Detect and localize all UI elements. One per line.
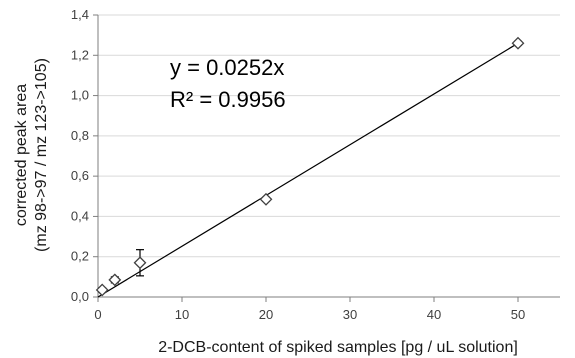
y-tick-label: 0,8 — [71, 128, 89, 143]
equation-annotation: y = 0.0252x — [170, 55, 284, 80]
y-tick-label: 1,0 — [71, 88, 89, 103]
data-point — [95, 283, 109, 297]
tick-labels: 0,0 0,2 0,4 0,6 0,8 1,0 1,2 1,4 0 10 20 30 40 50 — [71, 7, 525, 322]
x-tick-label: 40 — [427, 307, 441, 322]
grid-lines — [98, 14, 560, 258]
data-point — [511, 36, 525, 50]
x-tick-label: 30 — [343, 307, 357, 322]
y-axis-title-line2: (mz 98->97 / mz 123->105) — [33, 58, 50, 252]
x-tick-label: 10 — [175, 307, 189, 322]
y-tick-label: 0,4 — [71, 208, 89, 223]
r2-annotation: R² = 0.9956 — [170, 87, 286, 112]
data-point — [259, 192, 273, 206]
y-tick-label: 1,2 — [71, 47, 89, 62]
trendline — [97, 42, 519, 298]
y-axis-title-line1: corrected peak area — [13, 84, 30, 226]
x-tick-label: 0 — [94, 307, 101, 322]
x-axis-title: 2-DCB-content of spiked samples [pg / uL… — [158, 339, 518, 356]
data-point — [133, 256, 147, 270]
data-point — [108, 273, 122, 287]
y-tick-label: 0,6 — [71, 168, 89, 183]
data-points — [95, 36, 525, 297]
trendline-layer — [97, 42, 519, 298]
x-tick-label: 20 — [259, 307, 273, 322]
y-tick-label: 0,2 — [71, 249, 89, 264]
y-tick-label: 1,4 — [71, 7, 89, 22]
y-tick-label: 0,0 — [71, 289, 89, 304]
axes — [93, 14, 560, 302]
x-tick-label: 50 — [511, 307, 525, 322]
